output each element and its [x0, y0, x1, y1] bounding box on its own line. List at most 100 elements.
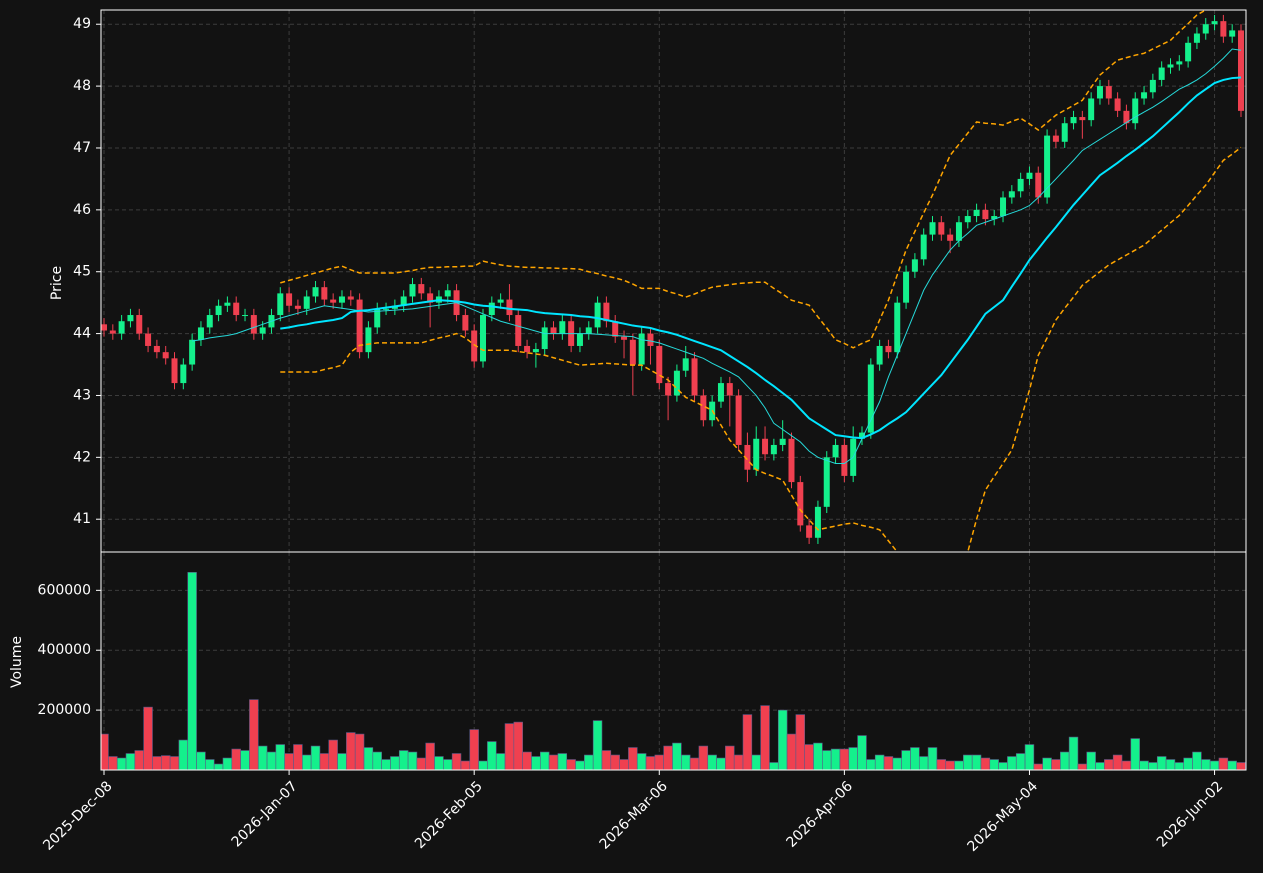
candle-body — [823, 457, 830, 507]
volume-frame — [100, 551, 1247, 771]
candle-body — [612, 321, 619, 337]
volume-bar — [346, 732, 356, 770]
candle-body — [1229, 30, 1236, 37]
y-axis-label: Volume — [9, 636, 25, 688]
volume-bar — [1042, 757, 1052, 770]
candle-body — [885, 345, 892, 353]
volume-bar — [548, 754, 559, 770]
candle-body — [506, 299, 513, 316]
candle-body — [788, 438, 795, 483]
volume-bar — [478, 760, 488, 770]
volume-bar — [363, 747, 374, 770]
candle-body — [735, 395, 742, 445]
volume-bar — [522, 751, 532, 770]
volume-bar — [645, 756, 656, 770]
candle-body — [744, 444, 751, 470]
volume-bar — [963, 754, 973, 770]
volume-bar — [160, 755, 171, 770]
candle-body — [1026, 172, 1033, 179]
candle-body — [524, 345, 531, 353]
candle-body — [444, 290, 451, 297]
candle-body — [1079, 117, 1086, 121]
volume-bar — [143, 706, 153, 770]
candle-body — [806, 525, 813, 538]
candle-body — [938, 222, 945, 235]
volume-bar — [636, 753, 647, 770]
grid — [101, 10, 1246, 770]
candle-body — [101, 324, 107, 331]
candle-body — [171, 358, 178, 384]
volume-bar — [672, 742, 682, 770]
volume-bar — [786, 733, 797, 770]
volume-bar — [804, 744, 814, 770]
candle-body — [753, 438, 760, 470]
candle-body — [515, 315, 522, 346]
candle-body — [197, 327, 204, 340]
candle-body — [691, 358, 698, 396]
volume-bar — [425, 742, 435, 770]
volume-bar — [751, 754, 761, 770]
price-panel — [101, 10, 1244, 552]
volume-bar — [901, 750, 911, 770]
y-tick-label: 600000 — [38, 582, 91, 598]
volume-bar — [249, 699, 259, 770]
candle-body — [1096, 86, 1103, 99]
volume-bar — [628, 747, 638, 770]
volume-bar — [945, 760, 955, 770]
candle-body — [1123, 110, 1130, 124]
y-tick-label: 200000 — [38, 702, 91, 718]
candle-body — [136, 315, 143, 334]
volume-bar — [531, 756, 541, 770]
candle-body — [427, 293, 434, 303]
candle-body — [841, 444, 848, 476]
volume-bar — [310, 745, 321, 770]
candle-body — [189, 339, 196, 365]
candle-body — [673, 370, 680, 396]
price-frame — [100, 9, 1247, 553]
candle-body — [656, 345, 663, 384]
candle-body — [242, 315, 249, 317]
volume-bar — [848, 747, 858, 770]
candle-body — [859, 432, 865, 439]
volume-bar — [152, 756, 162, 770]
candle-body — [462, 315, 469, 331]
candle-body — [629, 339, 636, 365]
volume-bar — [566, 759, 576, 770]
volume-bar — [293, 744, 303, 770]
volume-bar — [443, 759, 453, 770]
volume-bar — [1183, 757, 1193, 770]
volume-bar — [1165, 759, 1176, 770]
y-axis-label: Price — [49, 266, 65, 300]
volume-bar — [354, 733, 365, 770]
candle-body — [303, 296, 310, 309]
candle-body — [480, 315, 486, 362]
volume-bar — [416, 757, 427, 770]
candle-body — [1044, 135, 1051, 198]
y-tick-label: 46 — [73, 202, 91, 218]
volume-bar — [205, 759, 215, 770]
candle-body — [814, 506, 821, 538]
volume-bar — [469, 729, 479, 770]
overlay-line — [280, 10, 1208, 349]
candle-body — [1176, 61, 1183, 65]
candle-body — [1017, 178, 1024, 192]
candle-body — [964, 216, 971, 223]
candle-body — [1167, 64, 1174, 68]
candle-body — [1149, 79, 1156, 93]
candle-body — [180, 364, 187, 384]
candle-body — [621, 336, 628, 340]
candle-body — [717, 383, 724, 402]
candle-body — [1088, 98, 1095, 121]
candle-body — [1141, 92, 1148, 99]
volume-bar — [584, 754, 594, 770]
volume-bar — [1209, 760, 1220, 770]
candle-body — [585, 327, 592, 334]
volume-bar — [936, 759, 947, 770]
candle-body — [109, 330, 116, 334]
volume-bar — [910, 747, 920, 770]
y-tick-label: 48 — [73, 78, 91, 94]
candle-body — [603, 302, 610, 322]
volume-bar — [1104, 759, 1114, 770]
volume-bar — [742, 714, 753, 770]
